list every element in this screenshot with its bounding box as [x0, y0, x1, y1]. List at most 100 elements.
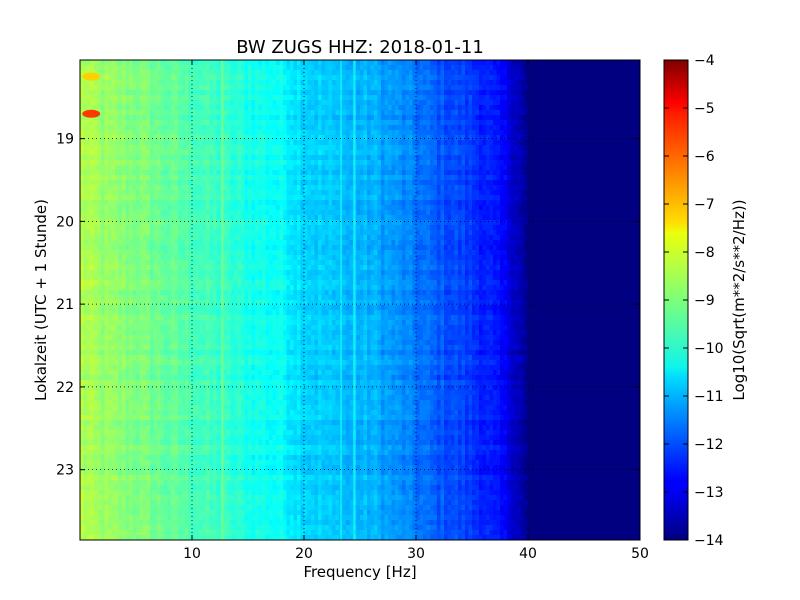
- heatmap-cell: [213, 170, 218, 176]
- heatmap-cell: [360, 105, 365, 111]
- heatmap-cell: [619, 95, 624, 101]
- heatmap-cell: [118, 145, 123, 151]
- heatmap-cell: [293, 165, 298, 171]
- heatmap-cell: [566, 115, 571, 121]
- heatmap-cell: [276, 180, 281, 186]
- heatmap-cell: [276, 115, 281, 121]
- heatmap-cell: [80, 85, 85, 91]
- heatmap-cell: [104, 115, 109, 121]
- heatmap-cell: [251, 115, 256, 121]
- heatmap-cell: [248, 205, 253, 211]
- heatmap-cell: [216, 135, 221, 141]
- heatmap-cell: [367, 95, 372, 101]
- heatmap-cell: [412, 155, 417, 161]
- heatmap-cell: [503, 120, 508, 126]
- heatmap-cell: [90, 130, 95, 136]
- heatmap-cell: [433, 130, 438, 136]
- heatmap-cell: [150, 155, 155, 161]
- heatmap-cell: [269, 120, 274, 126]
- heatmap-cell: [444, 70, 449, 76]
- heatmap-cell: [132, 105, 137, 111]
- heatmap-cell: [108, 95, 113, 101]
- heatmap-cell: [510, 200, 515, 206]
- heatmap-cell: [262, 90, 267, 96]
- heatmap-cell: [573, 195, 578, 201]
- heatmap-cell: [605, 65, 610, 71]
- heatmap-cell: [573, 125, 578, 131]
- heatmap-cell: [346, 95, 351, 101]
- heatmap-cell: [90, 210, 95, 216]
- heatmap-cell: [377, 110, 382, 116]
- heatmap-cell: [384, 95, 389, 101]
- heatmap-cell: [265, 110, 270, 116]
- heatmap-cell: [612, 80, 617, 86]
- heatmap-cell: [248, 180, 253, 186]
- heatmap-cell: [556, 160, 561, 166]
- heatmap-cell: [318, 95, 323, 101]
- heatmap-cell: [209, 80, 214, 86]
- heatmap-cell: [234, 80, 239, 86]
- heatmap-cell: [213, 80, 218, 86]
- heatmap-cell: [545, 150, 550, 156]
- heatmap-cell: [286, 180, 291, 186]
- heatmap-cell: [164, 210, 169, 216]
- heatmap-cell: [174, 90, 179, 96]
- heatmap-cell: [272, 175, 277, 181]
- heatmap-cell: [209, 150, 214, 156]
- heatmap-cell: [423, 155, 428, 161]
- heatmap-cell: [475, 185, 480, 191]
- heatmap-cell: [570, 200, 575, 206]
- heatmap-cell: [265, 165, 270, 171]
- heatmap-cell: [524, 155, 529, 161]
- heatmap-cell: [489, 75, 494, 81]
- heatmap-cell: [608, 105, 613, 111]
- heatmap-cell: [300, 135, 305, 141]
- heatmap-cell: [227, 175, 232, 181]
- heatmap-cell: [171, 115, 176, 121]
- heatmap-cell: [223, 110, 228, 116]
- heatmap-cell: [80, 90, 85, 96]
- heatmap-cell: [633, 125, 638, 131]
- heatmap-cell: [391, 170, 396, 176]
- heatmap-cell: [304, 95, 309, 101]
- heatmap-cell: [129, 180, 134, 186]
- heatmap-cell: [454, 130, 459, 136]
- heatmap-cell: [454, 115, 459, 121]
- heatmap-cell: [181, 130, 186, 136]
- heatmap-cell: [199, 95, 204, 101]
- heatmap-cell: [577, 120, 582, 126]
- heatmap-cell: [629, 190, 634, 196]
- heatmap-cell: [269, 165, 274, 171]
- heatmap-cell: [216, 185, 221, 191]
- heatmap-cell: [241, 175, 246, 181]
- heatmap-cell: [363, 120, 368, 126]
- heatmap-cell: [192, 120, 197, 126]
- heatmap-cell: [570, 165, 575, 171]
- heatmap-cell: [612, 200, 617, 206]
- heatmap-cell: [619, 195, 624, 201]
- heatmap-cell: [122, 75, 127, 81]
- heatmap-cell: [185, 85, 190, 91]
- heatmap-cell: [545, 130, 550, 136]
- heatmap-cell: [132, 180, 137, 186]
- heatmap-cell: [146, 100, 151, 106]
- heatmap-cell: [311, 180, 316, 186]
- heatmap-cell: [489, 200, 494, 206]
- heatmap-cell: [265, 115, 270, 121]
- heatmap-cell: [234, 135, 239, 141]
- heatmap-cell: [244, 130, 249, 136]
- heatmap-cell: [416, 160, 421, 166]
- heatmap-cell: [381, 75, 386, 81]
- heatmap-cell: [314, 155, 319, 161]
- heatmap-cell: [489, 180, 494, 186]
- heatmap-cell: [185, 130, 190, 136]
- heatmap-cell: [90, 145, 95, 151]
- heatmap-cell: [223, 105, 228, 111]
- heatmap-cell: [262, 95, 267, 101]
- heatmap-cell: [87, 105, 92, 111]
- heatmap-cell: [283, 100, 288, 106]
- heatmap-cell: [409, 105, 414, 111]
- heatmap-cell: [374, 110, 379, 116]
- heatmap-cell: [626, 65, 631, 71]
- heatmap-cell: [503, 125, 508, 131]
